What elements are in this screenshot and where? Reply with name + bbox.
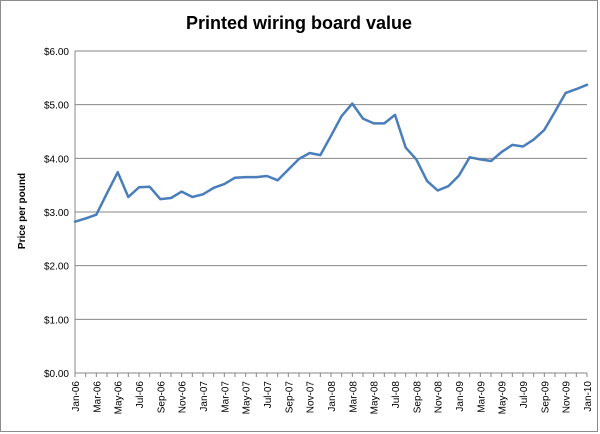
x-tick-label: Mar-07 bbox=[220, 381, 231, 413]
data-point bbox=[340, 114, 343, 117]
x-tick-label: Mar-08 bbox=[348, 381, 359, 413]
x-tick-label: May-09 bbox=[498, 381, 509, 415]
data-point bbox=[159, 198, 162, 201]
data-point bbox=[490, 160, 492, 163]
y-tick-label: $2.00 bbox=[44, 262, 69, 273]
data-point bbox=[116, 171, 119, 174]
x-tick-label: Mar-09 bbox=[476, 381, 487, 413]
data-point bbox=[500, 150, 503, 153]
data-point bbox=[426, 179, 428, 182]
x-tick-label: Nov-09 bbox=[562, 381, 573, 414]
data-point bbox=[468, 156, 471, 159]
data-point bbox=[191, 195, 194, 198]
data-point bbox=[564, 91, 567, 94]
data-point bbox=[522, 145, 524, 148]
y-tick-label: $3.00 bbox=[44, 208, 69, 219]
data-point bbox=[532, 138, 535, 141]
x-tick-label: Jul-06 bbox=[135, 381, 146, 409]
data-point bbox=[458, 174, 460, 177]
data-point bbox=[180, 190, 183, 193]
x-tick-label: Jul-07 bbox=[263, 381, 274, 409]
y-tick-label: $4.00 bbox=[44, 154, 69, 165]
data-point bbox=[586, 83, 588, 86]
data-point bbox=[95, 213, 98, 216]
data-point bbox=[127, 195, 130, 198]
y-tick-label: $5.00 bbox=[44, 101, 69, 112]
data-point bbox=[404, 146, 407, 149]
series-line bbox=[73, 83, 589, 223]
x-tick-label: May-08 bbox=[370, 381, 381, 415]
data-point bbox=[244, 176, 247, 179]
data-point bbox=[543, 128, 546, 131]
data-point bbox=[554, 110, 556, 113]
x-tick-label: Jan-09 bbox=[455, 381, 466, 412]
x-tick-label: Sep-07 bbox=[284, 381, 295, 414]
data-point bbox=[319, 154, 322, 157]
data-point bbox=[351, 102, 354, 105]
y-tick-label: $0.00 bbox=[44, 369, 69, 380]
data-point bbox=[266, 175, 268, 178]
data-point bbox=[74, 220, 76, 223]
x-tick-label: Jan-08 bbox=[327, 381, 338, 412]
x-tick-label: Jan-07 bbox=[199, 381, 210, 412]
data-point bbox=[138, 186, 140, 189]
x-tick-label: May-07 bbox=[242, 381, 253, 415]
x-tick-label: Nov-07 bbox=[306, 381, 317, 414]
data-point bbox=[372, 122, 375, 125]
data-point bbox=[479, 158, 482, 161]
x-tick-label: Jan-06 bbox=[71, 381, 82, 412]
x-tick-label: Sep-06 bbox=[156, 381, 167, 414]
x-tick-label: Jul-08 bbox=[391, 381, 402, 409]
data-point bbox=[255, 176, 258, 179]
data-point bbox=[298, 157, 300, 160]
x-tick-label: Sep-09 bbox=[540, 381, 551, 414]
y-tick-label: $6.00 bbox=[44, 47, 69, 58]
x-axis bbox=[74, 51, 588, 377]
data-point bbox=[276, 179, 279, 182]
data-point bbox=[436, 189, 439, 192]
x-tick-label: Jul-09 bbox=[519, 381, 530, 409]
data-point bbox=[287, 168, 290, 171]
data-point bbox=[362, 117, 364, 120]
data-point bbox=[394, 113, 396, 116]
y-axis-label: Price per pound bbox=[17, 173, 28, 249]
x-tick-label: Mar-06 bbox=[92, 381, 103, 413]
data-point bbox=[308, 151, 311, 154]
data-point bbox=[575, 88, 578, 91]
chart-title: Printed wiring board value bbox=[186, 13, 412, 33]
x-tick-label: Sep-08 bbox=[412, 381, 423, 414]
x-tick-labels: Jan-06 Mar-06 May-06 Jul-06 Sep-06 Nov-06 Jan-… bbox=[71, 381, 594, 415]
data-point bbox=[170, 197, 172, 200]
data-point bbox=[202, 193, 204, 196]
data-point bbox=[511, 143, 514, 146]
data-point bbox=[212, 186, 215, 189]
x-tick-label: May-06 bbox=[114, 381, 125, 415]
data-point bbox=[415, 158, 418, 161]
data-point bbox=[330, 134, 332, 137]
data-point bbox=[234, 176, 236, 179]
data-point bbox=[148, 185, 151, 188]
y-tick-label: $1.00 bbox=[44, 315, 69, 326]
data-point bbox=[383, 122, 386, 125]
data-point bbox=[84, 217, 87, 220]
x-tick-label: Nov-08 bbox=[434, 381, 445, 414]
x-tick-label: Nov-06 bbox=[178, 381, 189, 414]
data-point bbox=[447, 185, 450, 188]
x-tick-label: Jan-10 bbox=[583, 381, 594, 412]
y-tick-labels: $0.00 $1.00 $2.00 $3.00 $4.00 $5.00 $6.00 bbox=[44, 47, 69, 380]
series-layer bbox=[73, 83, 589, 223]
data-point bbox=[223, 183, 226, 186]
data-point bbox=[106, 192, 108, 195]
gridlines bbox=[75, 50, 587, 374]
